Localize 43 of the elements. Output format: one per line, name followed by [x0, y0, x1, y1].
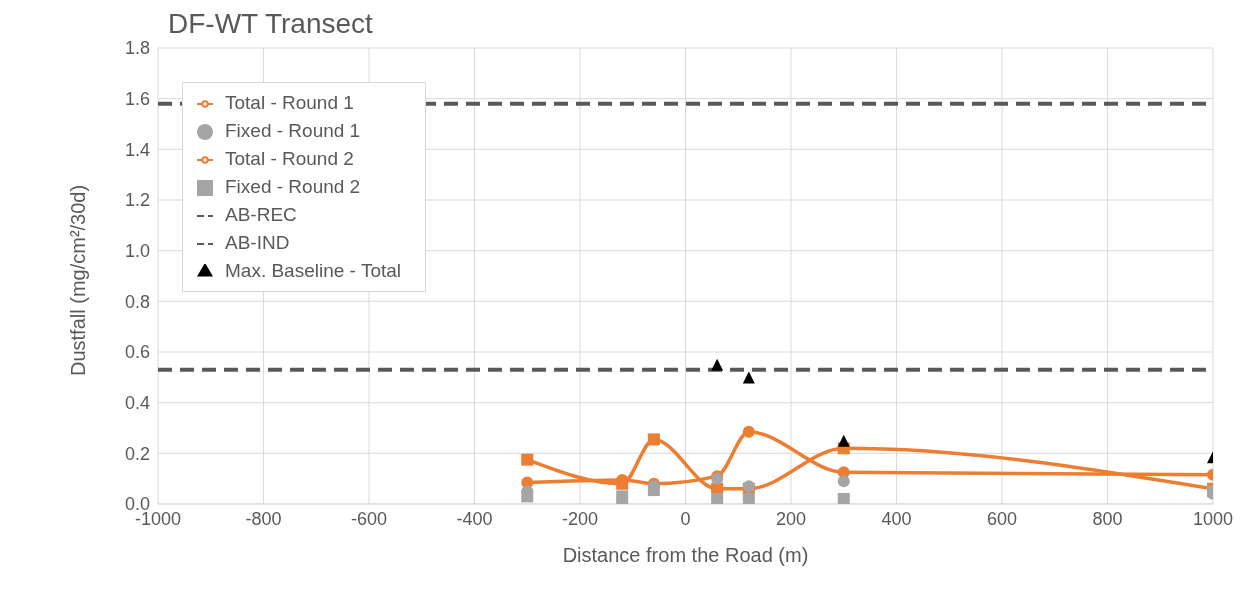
- x-tick-label: -600: [350, 508, 388, 529]
- x-axis-title: Distance from the Road (m): [562, 544, 809, 566]
- point: [742, 425, 755, 438]
- point: [742, 492, 755, 504]
- x-tick-label: 200: [775, 508, 807, 529]
- x-tick-label: 400: [881, 508, 912, 529]
- x-tick-label: -400: [456, 508, 493, 529]
- point: [521, 453, 534, 466]
- legend-label: Max. Baseline - Total: [225, 260, 402, 281]
- point: [742, 371, 755, 384]
- y-tick-label: 0.8: [124, 291, 150, 312]
- x-tick-label: 600: [986, 508, 1018, 529]
- point: [711, 358, 724, 371]
- chart-title: DF-WT Transect: [168, 8, 373, 40]
- point: [647, 433, 660, 446]
- point: [521, 490, 534, 503]
- legend-label: Fixed - Round 2: [225, 176, 361, 197]
- y-tick-label: 0.4: [124, 393, 150, 414]
- y-tick-label: 0.6: [124, 342, 150, 363]
- x-tick-label: 0: [680, 508, 691, 529]
- y-axis-title: Dustfall (mg/cm²/30d): [67, 184, 90, 376]
- y-tick-label: 1.2: [124, 190, 150, 211]
- legend-label: AB-IND: [225, 232, 290, 253]
- point: [616, 477, 629, 490]
- point: [837, 492, 850, 504]
- legend-label: Total - Round 1: [225, 92, 354, 113]
- point: [711, 492, 724, 504]
- point: [837, 475, 850, 488]
- y-tick-label: 1.0: [124, 241, 150, 262]
- y-tick-label: 1.8: [124, 38, 150, 59]
- x-tick-label: -200: [561, 508, 599, 529]
- x-tick-label: 1000: [1192, 508, 1234, 529]
- legend-label: AB-REC: [225, 204, 297, 225]
- legend-label: Fixed - Round 1: [225, 120, 361, 141]
- y-tick-label: 1.4: [124, 139, 150, 160]
- point: [647, 484, 660, 497]
- y-tick-label: 1.6: [124, 89, 150, 110]
- x-tick-label: 800: [1092, 508, 1123, 529]
- point: [616, 490, 629, 503]
- legend-label: Total - Round 2: [225, 148, 354, 169]
- y-tick-label: 0.2: [124, 443, 150, 464]
- x-tick-label: -800: [245, 508, 282, 529]
- point: [837, 434, 850, 447]
